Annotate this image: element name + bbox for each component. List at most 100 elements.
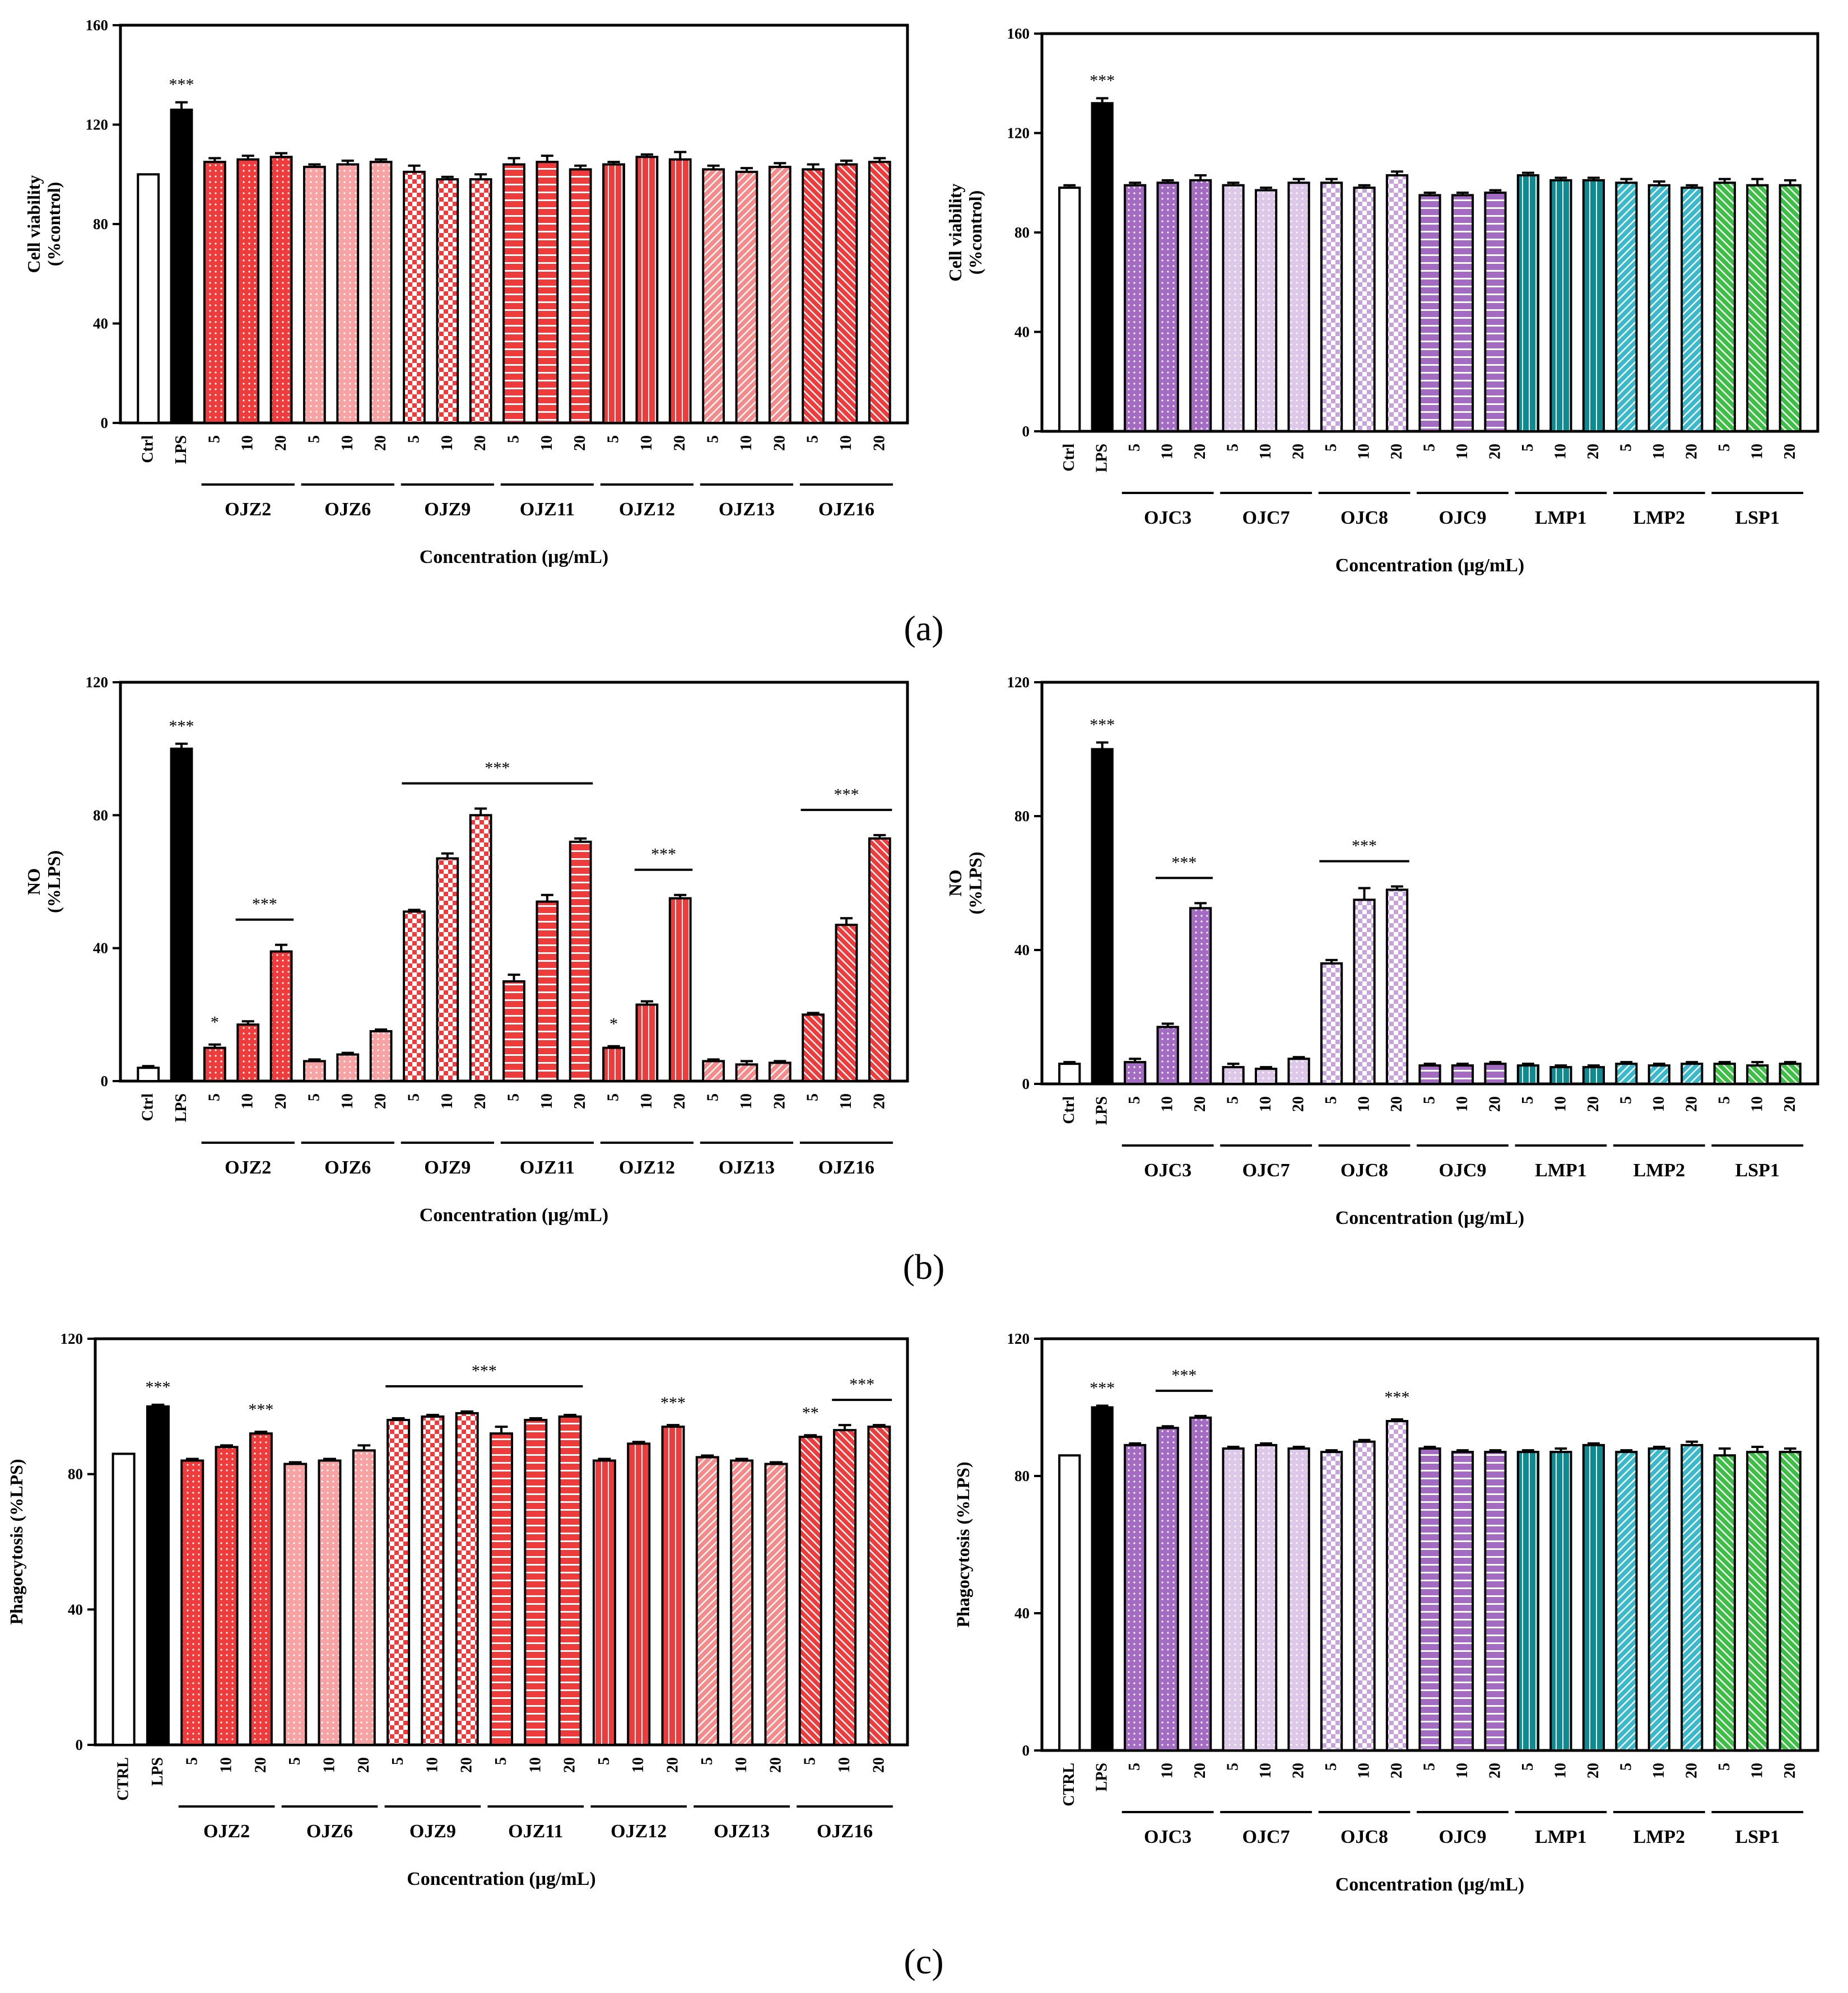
bar-lsp1-10 [1746,1064,1769,1085]
bar-lmp2-10 [1647,184,1670,432]
group-label-ojc9: OJC9 [1439,507,1486,528]
x-axis-label: Concentration (μg/mL) [1335,1208,1525,1228]
x-tick-label: Ctrl [139,1093,157,1121]
bar-ojc9-10 [1451,1451,1474,1752]
x-tick-label: 20 [561,1757,579,1773]
bar-ojz16-10 [835,924,858,1082]
control-bar-ctrl [137,1067,160,1083]
bar-ojz9-5 [403,910,426,1083]
bar-ojc9-10 [1451,1064,1474,1085]
y-tick-label: 80 [93,216,108,232]
y-tick-label: 40 [93,940,108,957]
bar-ojz11-20 [558,1415,582,1746]
bar-ojc7-20 [1287,181,1310,432]
x-tick-label: 5 [389,1757,407,1765]
x-tick-label: LPS [173,435,190,464]
bar-ojc8-10 [1353,898,1376,1085]
group-label-ojc7: OJC7 [1242,1160,1290,1181]
group-label-ojc9: OJC9 [1439,1160,1486,1181]
x-tick-label: 10 [527,1757,544,1773]
x-tick-label: 20 [472,1093,489,1109]
x-tick-label: 10 [538,435,556,451]
x-tick-label: 10 [1748,1096,1766,1112]
bar-ojc3-5 [1124,1061,1147,1085]
group-label-lmp2: LMP2 [1633,1160,1686,1181]
x-tick-label: 10 [738,1093,755,1109]
group-label-ojz13: OJZ13 [719,1157,775,1178]
x-tick-label: 20 [1781,1763,1799,1778]
x-tick-label: 5 [1519,1096,1537,1104]
x-tick-label: LPS [1093,1096,1111,1125]
bar-ojz6-5 [303,1060,326,1083]
x-tick-label: 10 [239,435,257,451]
significance-marker: *** [1090,1379,1115,1397]
significance-marker: *** [1171,853,1197,872]
bar-ojc3-20 [1189,179,1212,432]
x-axis-label: Concentration (μg/mL) [420,1205,609,1226]
y-axis-label: Cell viability(%control) [945,183,985,281]
bar-ojc9-5 [1418,194,1441,432]
group-label-ojz13: OJZ13 [714,1821,770,1842]
bar-ojz13-20 [768,165,792,424]
control-bar-ctrl [1058,1063,1081,1086]
x-tick-label: Ctrl [1060,444,1078,472]
x-tick-label: 5 [705,435,722,443]
x-tick-label: 10 [836,1757,853,1773]
group-label-lmp1: LMP1 [1535,507,1587,528]
x-tick-label: 10 [1454,444,1471,459]
bar-ojz16-10 [833,1429,857,1746]
y-tick-label: 120 [60,1330,83,1347]
group-label-ojz2: OJZ2 [225,1157,271,1178]
y-tick-label: 40 [68,1601,83,1618]
bar-ojc9-20 [1484,192,1507,432]
significance-marker: *** [849,1375,874,1394]
y-tick-label: 0 [1022,1742,1030,1759]
x-tick-label: 5 [1225,1096,1242,1104]
x-tick-label: 5 [1716,444,1733,451]
control-bar-lps [170,747,193,1082]
x-tick-label: 10 [630,1757,647,1773]
bar-ojz11-5 [489,1432,514,1747]
x-tick-label: 10 [1257,1096,1274,1112]
x-tick-label: 20 [472,435,489,451]
y-tick-label: 0 [76,1736,83,1753]
x-tick-label: 20 [671,435,688,451]
bar-lmp2-5 [1615,1451,1638,1752]
significance-marker: *** [1090,71,1115,90]
y-tick-label: 120 [1007,1330,1030,1347]
x-tick-label: 5 [206,435,223,443]
x-tick-label: 20 [571,1093,589,1109]
x-tick-label: 20 [771,435,788,451]
x-tick-label: 10 [638,435,655,451]
significance-marker: * [609,1015,618,1033]
x-tick-label: 10 [1650,1763,1668,1778]
bar-ojz2-10 [215,1446,239,1746]
x-tick-label: LPS [173,1093,190,1122]
control-bar-lps [1091,102,1114,432]
x-tick-label: 20 [767,1757,784,1773]
bar-ojz6-5 [283,1463,308,1747]
bar-ojz16-5 [802,1013,825,1083]
x-tick-label: 20 [571,435,589,451]
bar-ojz16-20 [867,1426,891,1746]
significance-marker: ** [802,1404,819,1422]
y-tick-label: 80 [68,1466,83,1483]
x-tick-label: 5 [1126,444,1143,451]
y-tick-label: 80 [1014,1468,1030,1484]
bar-lmp1-5 [1516,1064,1540,1085]
x-tick-label: 20 [372,1093,389,1109]
x-tick-label: 10 [423,1757,441,1773]
x-tick-label: 20 [771,1093,788,1109]
bar-ojz6-10 [336,1053,360,1082]
x-tick-label: CTRL [115,1757,132,1801]
chart-c-right: 0 40 80 120 Phagocytosis (%LPS) CTRL LPS *** 5 10… [953,1330,1819,1895]
x-tick-label: 20 [355,1757,373,1773]
panel-label-b: (b) [902,1247,945,1287]
y-tick-label: 80 [93,807,108,823]
x-tick-label: 10 [218,1757,235,1773]
x-tick-label: 20 [1683,1096,1700,1112]
chart-c-left: 0 40 80 120 Phagocytosis (%LPS) CTRL LPS *** 5 10… [6,1330,909,1889]
x-tick-label: 5 [1617,444,1635,451]
bar-lmp2-10 [1647,1447,1670,1752]
x-tick-label: 10 [1356,1763,1373,1778]
